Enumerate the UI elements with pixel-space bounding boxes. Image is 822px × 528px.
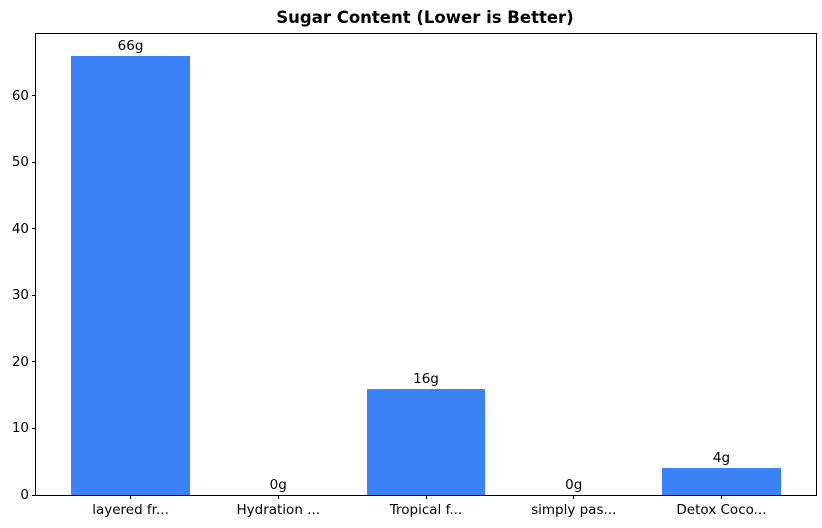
y-axis-tick-mark xyxy=(32,294,36,296)
y-axis-tick-label: 10 xyxy=(11,420,29,437)
y-axis-tick-mark xyxy=(32,95,36,97)
y-axis-tick-label: 50 xyxy=(11,154,29,171)
y-axis-tick-label: 60 xyxy=(11,87,29,104)
y-axis-tick-label: 0 xyxy=(20,487,29,503)
bar-value-label: 4g xyxy=(712,450,731,467)
bar-value-label: 0g xyxy=(269,477,287,493)
y-axis-tick-label: 20 xyxy=(11,353,29,370)
x-axis-tick-label: Tropical f... xyxy=(389,502,463,518)
y-axis-tick-mark xyxy=(32,494,36,496)
x-axis-tick-label: layered fr... xyxy=(92,502,169,518)
y-axis-tick-mark xyxy=(32,361,36,363)
y-axis-tick-mark xyxy=(32,427,36,429)
bar xyxy=(662,468,781,495)
y-axis-tick-mark xyxy=(32,228,36,230)
bar-value-label: 16g xyxy=(413,370,439,387)
bar xyxy=(366,388,486,495)
x-axis-tick-mark xyxy=(277,495,279,499)
x-axis-tick-mark xyxy=(573,495,575,499)
x-axis-tick-mark xyxy=(720,495,722,499)
bar xyxy=(71,55,190,495)
x-axis-tick-mark xyxy=(425,495,427,499)
x-axis-tick-label: Hydration ... xyxy=(236,502,321,518)
y-axis-tick-label: 40 xyxy=(11,220,29,237)
plot-area: 0 10 20 30 40 50 60 66g layered fr... 0g Hydration… xyxy=(12,33,817,518)
bar-value-label: 0g xyxy=(565,477,583,493)
y-axis-tick-mark xyxy=(32,161,36,163)
y-axis-tick-label: 30 xyxy=(11,287,29,304)
x-axis-tick-label: Detox Coco... xyxy=(676,502,767,518)
chart-title: Sugar Content (Lower is Better) xyxy=(276,8,574,27)
x-axis-tick-mark xyxy=(130,495,132,499)
x-axis-tick-label: simply pas... xyxy=(531,502,617,518)
bar-value-label: 66g xyxy=(117,37,144,54)
